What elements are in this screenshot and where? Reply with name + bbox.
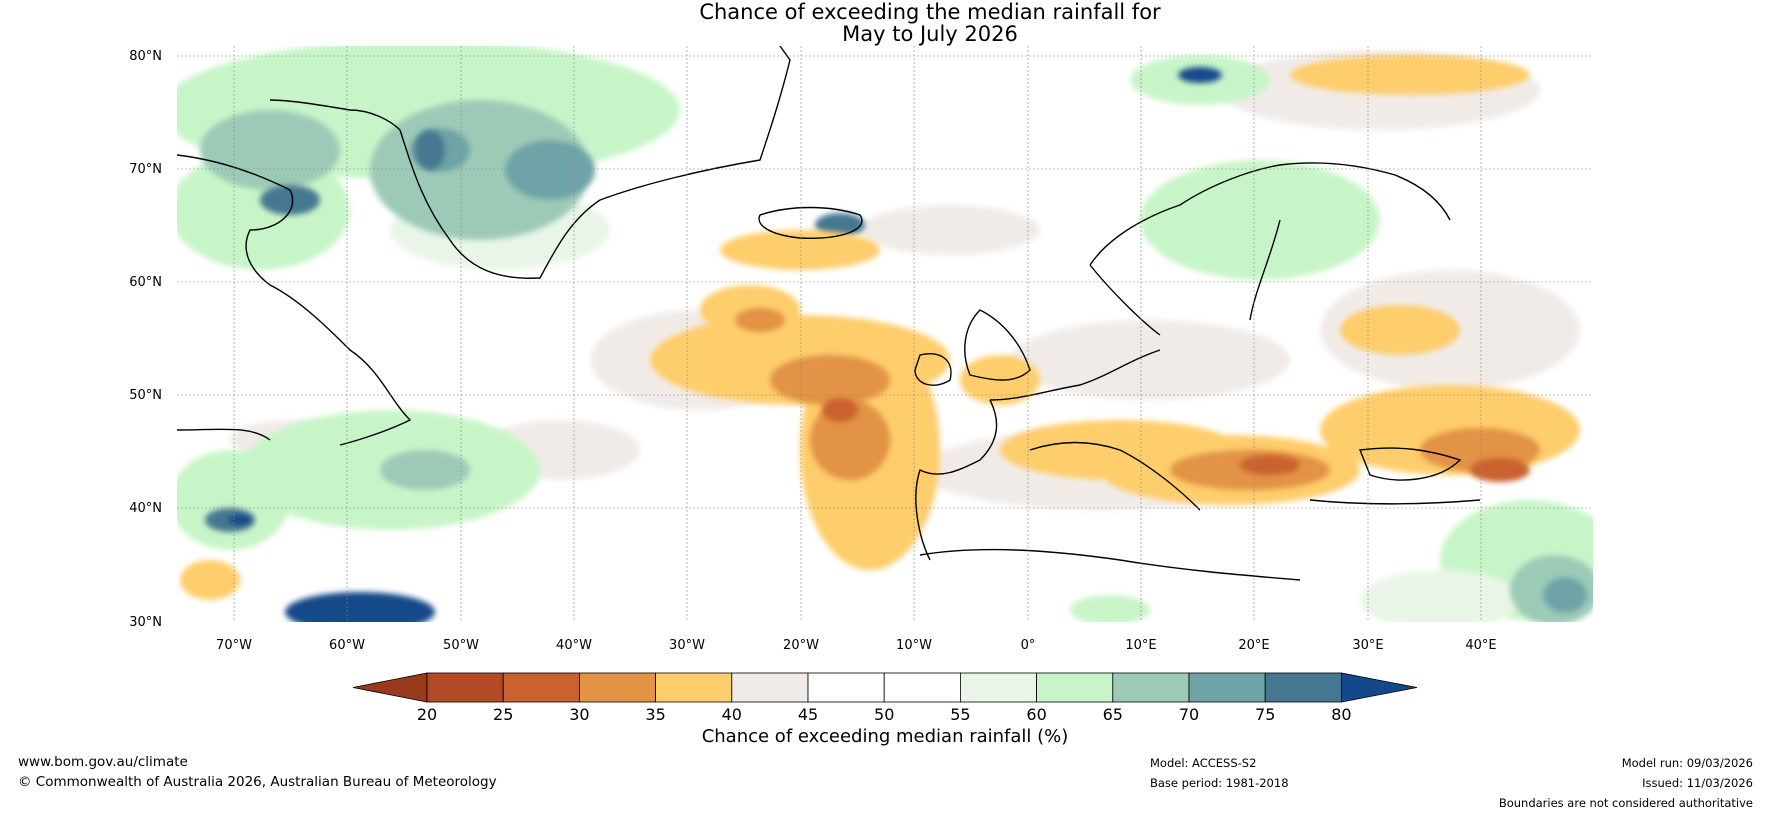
lon-label: 40°W xyxy=(556,638,592,653)
colorbar-swatch xyxy=(1188,672,1266,703)
colorbar-tick-label: 45 xyxy=(798,705,818,724)
colorbar-title: Chance of exceeding median rainfall (%) xyxy=(701,726,1069,747)
lat-label: 60°N xyxy=(129,275,162,290)
footer-issued: Issued: 11/03/2026 xyxy=(1642,776,1753,790)
lon-label: 20°E xyxy=(1238,638,1269,653)
colorbar-swatch xyxy=(579,672,657,703)
lat-label: 80°N xyxy=(129,49,162,64)
footer-model-run: Model run: 09/03/2026 xyxy=(1621,756,1753,770)
lat-label: 70°N xyxy=(129,162,162,177)
map-title-line-2: May to July 2026 xyxy=(842,22,1018,46)
dry-regions-strong xyxy=(822,398,1530,482)
footer-copyright: © Commonwealth of Australia 2026, Austra… xyxy=(18,774,497,790)
colorbar-tick-label: 35 xyxy=(645,705,665,724)
lon-label: 10°E xyxy=(1125,638,1156,653)
lon-label: 10°W xyxy=(896,638,932,653)
lon-label: 30°W xyxy=(669,638,705,653)
colorbar-swatch xyxy=(883,672,961,703)
colorbar-legend: 20 25 30 35 40 45 50 55 60 65 70 75 80 xyxy=(352,672,1418,724)
map-area xyxy=(177,46,1593,622)
colorbar-swatch xyxy=(655,672,733,703)
colorbar-tick-label: 40 xyxy=(722,705,742,724)
colorbar-tick-label: 70 xyxy=(1179,705,1199,724)
colorbar-swatch xyxy=(1112,672,1190,703)
footer-disclaimer: Boundaries are not considered authoritat… xyxy=(1498,796,1753,810)
colorbar-tick-label: 25 xyxy=(493,705,513,724)
colorbar-tick-label: 50 xyxy=(874,705,894,724)
colorbar-low-extension xyxy=(352,672,428,703)
colorbar-tick-label: 55 xyxy=(950,705,970,724)
coastlines xyxy=(177,46,1481,581)
footer-base-period: Base period: 1981-2018 xyxy=(1150,776,1289,790)
colorbar-swatch xyxy=(502,672,580,703)
lon-label: 20°W xyxy=(783,638,819,653)
longitude-labels: 70°W 60°W 50°W 40°W 30°W 20°W 10°W 0° 10… xyxy=(216,638,1497,653)
colorbar-swatch xyxy=(1036,672,1114,703)
colorbar-tick-label: 80 xyxy=(1331,705,1351,724)
lat-label: 40°N xyxy=(129,501,162,516)
latitude-labels: 80°N 70°N 60°N 50°N 40°N 30°N xyxy=(129,49,162,630)
colorbar-tick-label: 20 xyxy=(417,705,437,724)
lon-label: 60°W xyxy=(329,638,365,653)
colorbar-swatch xyxy=(960,672,1038,703)
lon-label: 50°W xyxy=(443,638,479,653)
colorbar-tick-label: 75 xyxy=(1255,705,1275,724)
lon-label: 0° xyxy=(1021,638,1036,653)
colorbar-swatch xyxy=(807,672,885,703)
map-title-line-1: Chance of exceeding the median rainfall … xyxy=(699,0,1161,24)
wet-regions-strong xyxy=(205,67,1222,622)
footer-website: www.bom.gov.au/climate xyxy=(18,754,188,770)
colorbar-tick-label: 65 xyxy=(1103,705,1123,724)
graticule xyxy=(177,46,1593,622)
colorbar-swatch xyxy=(426,672,504,703)
lon-label: 70°W xyxy=(216,638,252,653)
lon-label: 40°E xyxy=(1465,638,1496,653)
lat-label: 30°N xyxy=(129,615,162,630)
lat-label: 50°N xyxy=(129,388,162,403)
colorbar-swatch xyxy=(731,672,809,703)
lon-label: 30°E xyxy=(1352,638,1383,653)
colorbar-swatch xyxy=(1264,672,1342,703)
colorbar-tick-label: 30 xyxy=(569,705,589,724)
footer-model: Model: ACCESS-S2 xyxy=(1150,756,1257,770)
colorbar-tick-label: 60 xyxy=(1026,705,1046,724)
colorbar-high-extension xyxy=(1341,672,1418,703)
